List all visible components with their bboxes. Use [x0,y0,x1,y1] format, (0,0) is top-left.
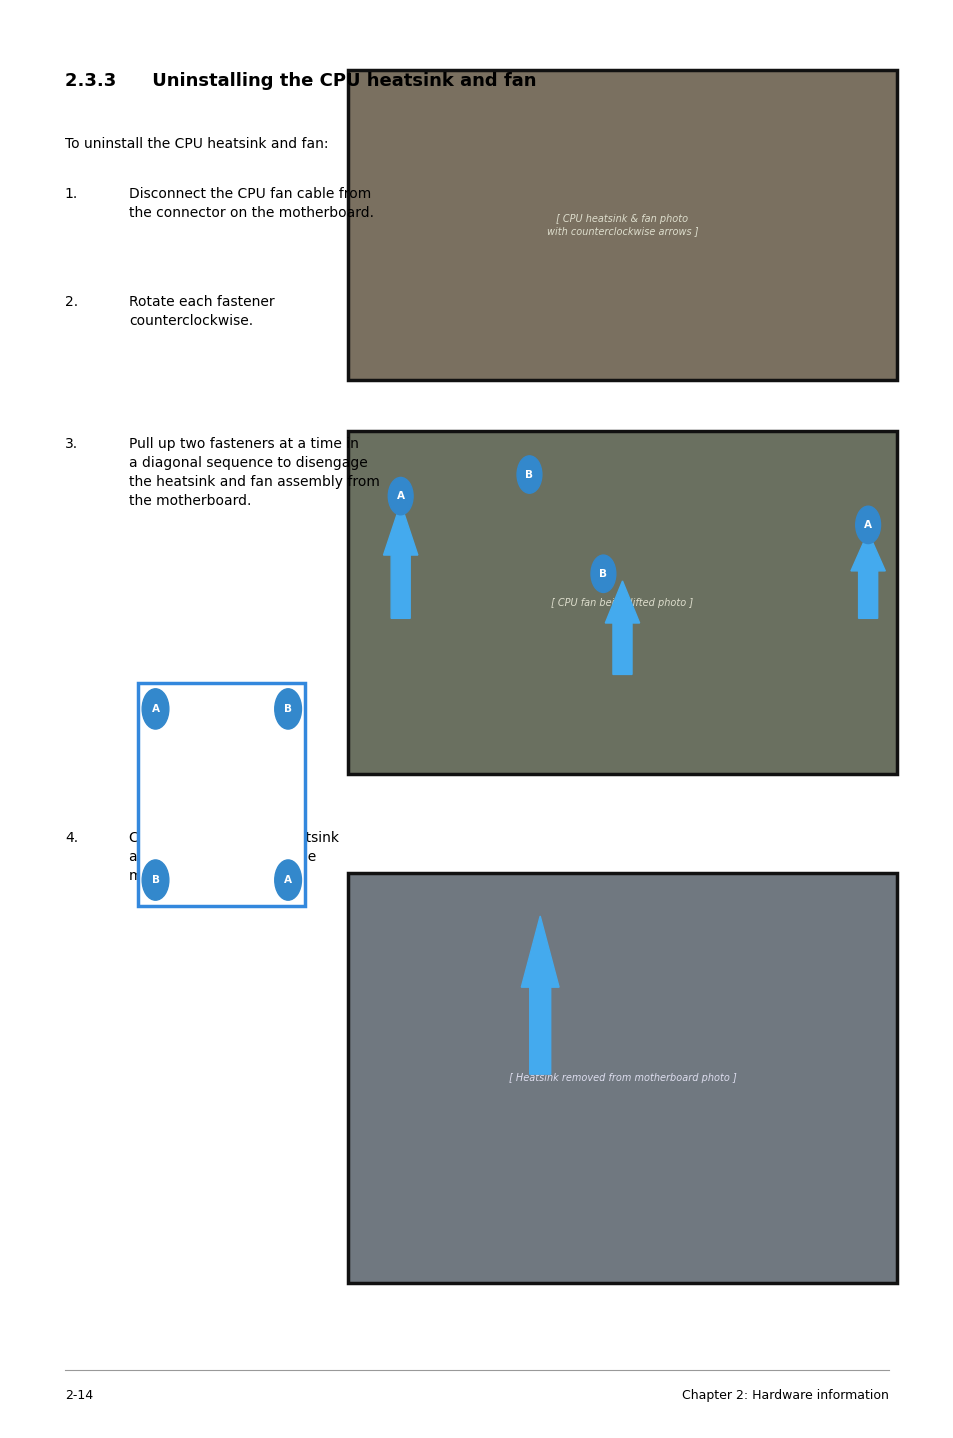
Text: 2-14: 2-14 [65,1389,92,1402]
Circle shape [855,506,880,544]
Text: Rotate each fastener
counterclockwise.: Rotate each fastener counterclockwise. [129,295,274,328]
Text: 4.: 4. [65,831,78,846]
Text: A: A [284,876,292,884]
Bar [348,70,896,380]
Text: A: A [152,705,159,713]
Text: B: B [152,876,159,884]
Text: B: B [598,569,607,578]
Text: Disconnect the CPU fan cable from
the connector on the motherboard.: Disconnect the CPU fan cable from the co… [129,187,374,220]
Text: A: A [396,492,404,500]
Circle shape [142,860,169,900]
Polygon shape [604,581,639,674]
Text: B: B [525,470,533,479]
Circle shape [388,477,413,515]
Circle shape [590,555,616,592]
Circle shape [142,689,169,729]
Text: Chapter 2: Hardware information: Chapter 2: Hardware information [681,1389,888,1402]
Bar [138,683,305,906]
Text: B: B [284,705,292,713]
Polygon shape [520,916,558,1074]
Text: Pull up two fasteners at a time in
a diagonal sequence to disengage
the heatsink: Pull up two fasteners at a time in a dia… [129,437,379,508]
Text: 2.: 2. [65,295,78,309]
Text: [ CPU heatsink & fan photo
with counterclockwise arrows ]: [ CPU heatsink & fan photo with counterc… [546,214,698,236]
Text: A: A [863,521,871,529]
Text: [ Heatsink removed from motherboard photo ]: [ Heatsink removed from motherboard phot… [508,1073,736,1083]
Circle shape [274,689,301,729]
Bar [348,431,896,774]
Polygon shape [383,503,417,618]
Circle shape [274,860,301,900]
Circle shape [517,456,541,493]
Text: Carefully remove the heatsink
and fan assembly from the
motherboard.: Carefully remove the heatsink and fan as… [129,831,338,883]
Bar [348,873,896,1283]
Text: 3.: 3. [65,437,78,452]
Text: 1.: 1. [65,187,78,201]
Text: 2.3.3  Uninstalling the CPU heatsink and fan: 2.3.3 Uninstalling the CPU heatsink and … [65,72,536,91]
Text: To uninstall the CPU heatsink and fan:: To uninstall the CPU heatsink and fan: [65,137,328,151]
Polygon shape [850,532,884,618]
Text: [ CPU fan being lifted photo ]: [ CPU fan being lifted photo ] [551,598,693,607]
